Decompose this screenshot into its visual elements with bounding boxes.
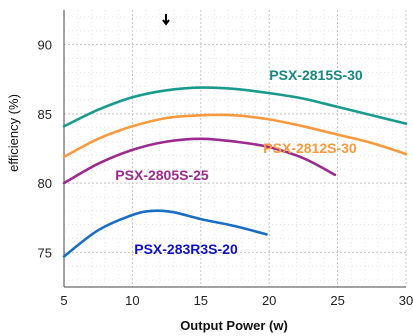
x-tick-label: 25 bbox=[330, 293, 344, 308]
series-label-psx-2812s-30: PSX-2812S-30 bbox=[263, 140, 357, 156]
tick-labels: 5 10 15 20 25 30 75 80 85 90 bbox=[38, 38, 413, 308]
series-line-psx-283r3s-20 bbox=[62, 209, 268, 258]
series-line-psx-2815s-30 bbox=[62, 86, 408, 128]
x-tick-label: 30 bbox=[399, 293, 413, 308]
y-tick-label: 75 bbox=[38, 245, 52, 260]
x-tick-label: 15 bbox=[194, 293, 208, 308]
y-tick-label: 80 bbox=[38, 176, 52, 191]
series-lines bbox=[62, 86, 408, 258]
y-tick-label: 90 bbox=[38, 38, 52, 53]
x-tick-label: 10 bbox=[125, 293, 139, 308]
series-label-psx-283r3s-20: PSX-283R3S-20 bbox=[134, 241, 238, 257]
marker-icon bbox=[162, 14, 170, 26]
x-axis-label: Output Power (w) bbox=[180, 318, 288, 333]
series-label-psx-2805s-25: PSX-2805S-25 bbox=[115, 167, 209, 183]
y-axis-label: efficiency (%) bbox=[6, 94, 21, 172]
plot-area bbox=[64, 10, 406, 287]
y-tick-label: 85 bbox=[38, 107, 52, 122]
series-label-psx-2815s-30: PSX-2815S-30 bbox=[269, 67, 363, 83]
x-tick-label: 20 bbox=[262, 293, 276, 308]
axes bbox=[63, 10, 406, 288]
series-line-psx-2805s-25 bbox=[62, 137, 337, 185]
series-line-psx-2812s-30 bbox=[62, 113, 408, 159]
series-labels: PSX-2815S-30 PSX-2812S-30 PSX-2805S-25 PSX-… bbox=[115, 67, 363, 257]
x-tick-label: 5 bbox=[60, 293, 67, 308]
grid bbox=[63, 10, 407, 287]
